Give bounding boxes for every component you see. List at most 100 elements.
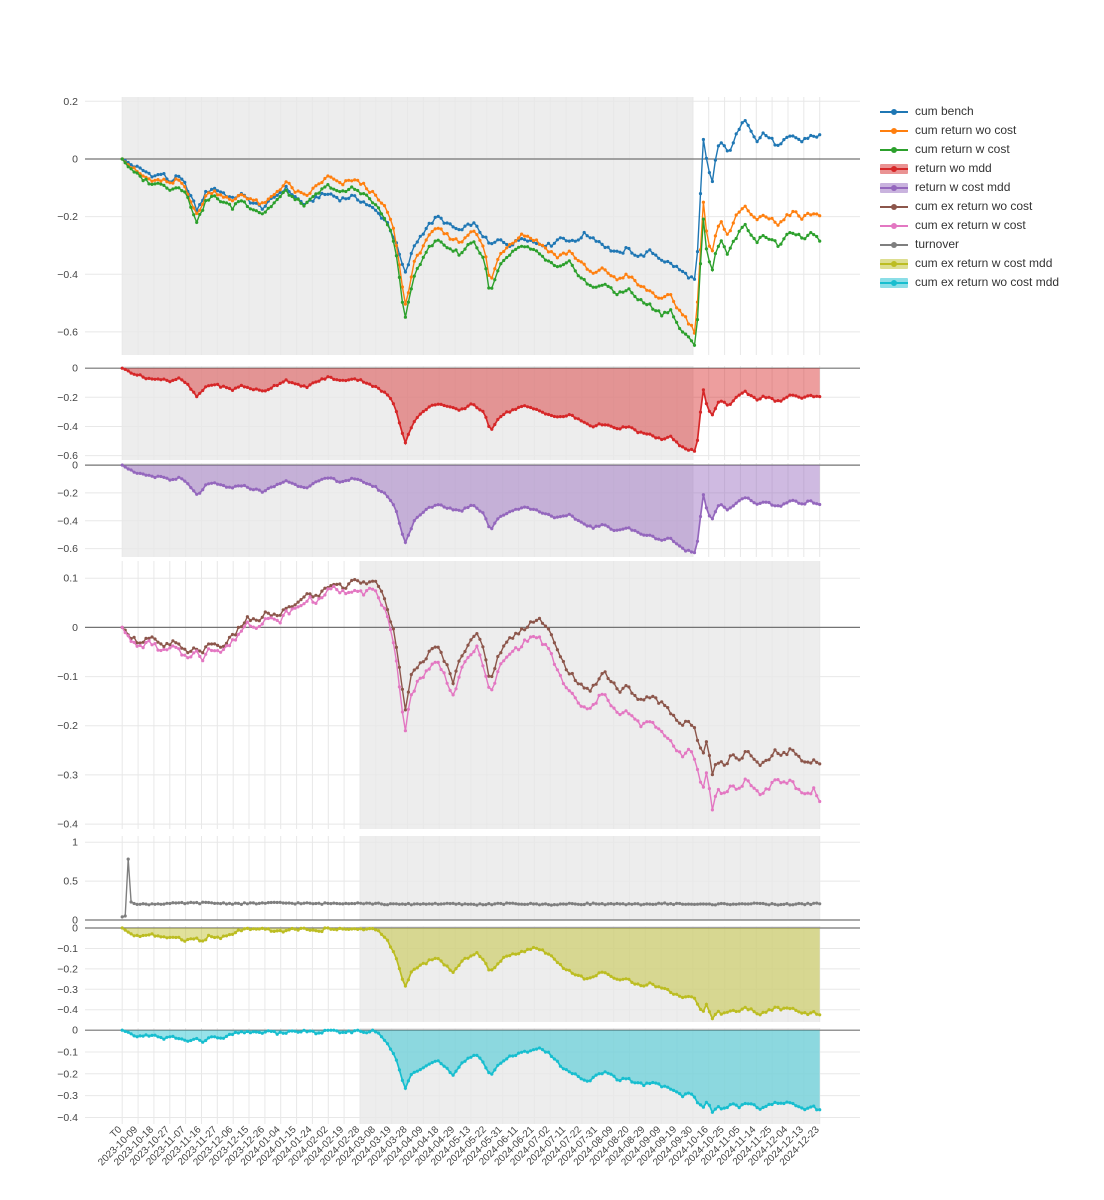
data-point (579, 260, 583, 264)
data-point (180, 900, 184, 905)
data-point (686, 719, 691, 724)
y-tick-label: −0.1 (57, 1047, 78, 1059)
y-tick-label: −0.6 (57, 326, 78, 338)
data-point (728, 754, 732, 758)
data-point (400, 285, 404, 289)
data-point (362, 580, 366, 584)
data-point (415, 1069, 419, 1073)
data-point (168, 646, 172, 650)
data-point (725, 508, 729, 512)
data-point (490, 688, 494, 692)
legend-item-cum-ex-return-wo-cost[interactable]: cum ex return wo cost (880, 199, 1059, 214)
data-point (230, 932, 235, 937)
data-point (266, 486, 270, 491)
data-point (785, 1006, 789, 1010)
legend-item-cum-ex-return-wo-cost-mdd[interactable]: cum ex return wo cost mdd (880, 275, 1059, 290)
data-point (227, 202, 232, 206)
data-point (278, 482, 282, 486)
data-point (290, 1029, 294, 1033)
data-point (654, 985, 658, 989)
y-tick-label: −0.4 (57, 515, 78, 527)
data-point (254, 209, 258, 213)
data-point (773, 220, 777, 224)
data-point (180, 477, 184, 481)
data-point (508, 901, 512, 905)
data-point (558, 962, 563, 967)
data-point (409, 426, 413, 430)
data-point (621, 977, 625, 981)
data-point (171, 477, 175, 482)
legend-item-return-wo-mdd[interactable]: return wo mdd (880, 161, 1059, 176)
data-point (245, 1029, 249, 1034)
data-point (716, 504, 721, 508)
data-point (350, 927, 354, 931)
data-point (213, 186, 217, 190)
data-point (469, 223, 473, 227)
legend-item-cum-bench[interactable]: cum bench (880, 104, 1059, 119)
legend-item-cum-return-w-cost[interactable]: cum return w cost (880, 142, 1059, 157)
data-point (472, 221, 476, 225)
data-point (490, 674, 494, 679)
data-point (448, 222, 452, 226)
data-point (311, 595, 315, 599)
data-point (520, 404, 524, 409)
data-point (159, 902, 163, 906)
data-point (529, 620, 533, 624)
data-point (162, 1037, 166, 1041)
data-point (743, 222, 747, 227)
data-point (329, 927, 333, 931)
data-point (534, 1047, 539, 1051)
legend-item-cum-ex-return-w-cost[interactable]: cum ex return w cost (880, 218, 1059, 233)
data-point (609, 249, 613, 253)
data-point (663, 310, 667, 314)
area-swatch-icon (880, 182, 908, 194)
data-point (546, 412, 551, 417)
data-point (570, 263, 574, 267)
data-point (344, 379, 348, 383)
legend-item-turnover[interactable]: turnover (880, 237, 1059, 252)
data-point (454, 237, 458, 241)
data-point (606, 972, 610, 977)
data-point (630, 1080, 634, 1084)
data-point (204, 652, 208, 656)
data-point (651, 720, 655, 725)
legend-item-cum-ex-return-w-cost-mdd[interactable]: cum ex return w cost mdd (880, 256, 1059, 271)
data-point (329, 1028, 333, 1032)
data-point (406, 432, 410, 436)
data-point (630, 291, 634, 295)
data-point (221, 483, 226, 488)
data-point (558, 236, 563, 240)
data-point (314, 901, 318, 906)
data-point (439, 227, 443, 231)
data-point (746, 392, 750, 397)
data-point (818, 239, 822, 243)
data-point (201, 202, 205, 206)
data-point (725, 252, 729, 256)
data-point (272, 193, 276, 197)
data-point (478, 509, 482, 513)
data-point (379, 216, 384, 220)
data-point (382, 491, 387, 495)
data-point (737, 210, 741, 214)
data-point (323, 593, 327, 597)
data-point (731, 399, 735, 403)
legend-item-cum-return-wo-cost[interactable]: cum return wo cost (880, 123, 1059, 138)
data-point (269, 1029, 273, 1033)
data-point (183, 939, 187, 943)
data-point (201, 651, 205, 655)
data-point (293, 1029, 297, 1033)
data-point (689, 995, 694, 999)
data-point (293, 195, 297, 199)
data-point (281, 930, 285, 934)
data-point (403, 708, 407, 712)
data-point (153, 642, 157, 646)
data-point (475, 1053, 479, 1057)
line-marker-icon (880, 220, 908, 232)
legend-item-return-w-cost-mdd[interactable]: return w cost mdd (880, 180, 1059, 195)
data-point (376, 584, 381, 589)
data-point (224, 386, 229, 390)
data-point (362, 200, 366, 204)
data-point (323, 185, 327, 189)
data-point (120, 1028, 124, 1032)
